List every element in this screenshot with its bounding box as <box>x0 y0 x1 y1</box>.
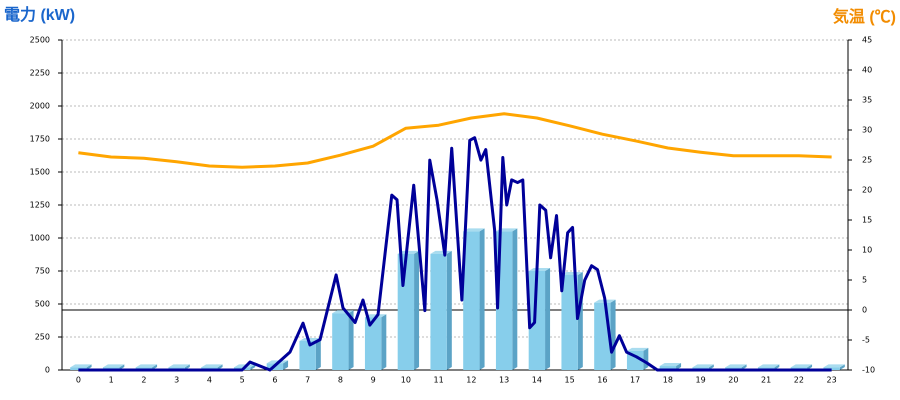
y-tick-label: 1250 <box>30 201 50 210</box>
x-tick-label: 3 <box>174 376 179 385</box>
bar <box>463 231 480 370</box>
y2-tick-label: 0 <box>862 306 867 315</box>
bar <box>299 340 316 370</box>
bar-top <box>70 364 92 368</box>
bar <box>332 313 349 370</box>
bar-side <box>446 250 452 370</box>
y2-tick-label: 5 <box>862 276 867 285</box>
y2-tick-label: 20 <box>862 186 872 195</box>
bar-top <box>463 228 485 232</box>
y-tick-label: 0 <box>45 366 50 375</box>
x-tick-label: 17 <box>630 376 640 385</box>
x-tick-label: 6 <box>272 376 277 385</box>
y2-tick-label: 10 <box>862 246 872 255</box>
x-tick-label: 15 <box>565 376 575 385</box>
x-tick-label: 9 <box>371 376 376 385</box>
bar-side <box>414 250 420 370</box>
x-tick-label: 16 <box>597 376 607 385</box>
x-tick-label: 14 <box>532 376 542 385</box>
bar-top <box>823 364 845 368</box>
y2-tick-label: -10 <box>862 366 875 375</box>
bar-top <box>692 364 714 368</box>
y2-axis-title: 気温 (℃) <box>833 7 896 26</box>
bar-side <box>479 228 485 370</box>
x-tick-label: 23 <box>827 376 837 385</box>
y-tick-label: 2250 <box>30 69 50 78</box>
bar-top <box>135 364 158 368</box>
bar-top <box>626 347 649 351</box>
bar-top <box>168 364 190 368</box>
bar-side <box>643 347 649 370</box>
y-tick-label: 2000 <box>30 102 50 111</box>
y-tick-label: 2500 <box>30 36 50 45</box>
x-tick-label: 12 <box>466 376 476 385</box>
y-tick-label: 750 <box>35 267 50 276</box>
y-tick-label: 250 <box>35 333 50 342</box>
y-axis-title: 電力 (kW) <box>4 5 75 24</box>
x-tick-label: 21 <box>761 376 771 385</box>
x-tick-label: 11 <box>434 376 444 385</box>
y-tick-label: 1750 <box>30 135 50 144</box>
line <box>78 112 832 169</box>
bar-top <box>201 364 223 368</box>
bar <box>364 317 382 370</box>
bar-side <box>512 228 518 370</box>
bar-side <box>676 363 682 370</box>
x-tick-label: 22 <box>794 376 804 385</box>
bar <box>430 253 447 370</box>
bar-top <box>757 364 780 368</box>
x-tick-label: 8 <box>338 376 343 385</box>
y-tick-label: 1500 <box>30 168 50 177</box>
bar-side <box>250 364 256 370</box>
bar <box>528 271 546 370</box>
x-tick-label: 0 <box>76 376 81 385</box>
y2-tick-label: -5 <box>862 336 870 345</box>
bar-side <box>381 314 387 370</box>
bar-top <box>561 271 583 275</box>
x-tick-label: 4 <box>207 376 212 385</box>
bar-side <box>839 364 845 370</box>
bar-top <box>659 363 682 367</box>
y2-tick-label: 15 <box>862 216 872 225</box>
bar-top <box>397 250 420 254</box>
bar-side <box>545 268 551 370</box>
bar-side <box>283 360 289 370</box>
x-tick-label: 5 <box>240 376 245 385</box>
y2-tick-label: 45 <box>862 36 872 45</box>
x-tick-label: 13 <box>499 376 509 385</box>
bar <box>659 366 677 370</box>
x-tick-label: 19 <box>696 376 706 385</box>
x-tick-label: 20 <box>728 376 738 385</box>
x-tick-label: 1 <box>109 376 114 385</box>
x-tick-label: 18 <box>663 376 673 385</box>
bar <box>561 274 578 370</box>
y2-tick-label: 25 <box>862 156 872 165</box>
bar-side <box>315 337 321 370</box>
y-tick-label: 1000 <box>30 234 50 243</box>
x-tick-label: 2 <box>141 376 146 385</box>
bar-side <box>610 299 616 370</box>
bar-top <box>528 268 551 271</box>
y2-tick-label: 40 <box>862 66 872 75</box>
x-tick-label: 10 <box>401 376 411 385</box>
bar-top <box>299 337 321 341</box>
bar-top <box>102 364 125 368</box>
bar-top <box>725 364 747 368</box>
y2-tick-label: 30 <box>862 126 872 135</box>
x-tick-label: 7 <box>305 376 310 385</box>
bar-side <box>348 310 354 370</box>
line <box>78 136 832 372</box>
y2-tick-label: 35 <box>862 96 872 105</box>
y-tick-label: 500 <box>35 300 50 309</box>
bar-top <box>790 364 813 368</box>
